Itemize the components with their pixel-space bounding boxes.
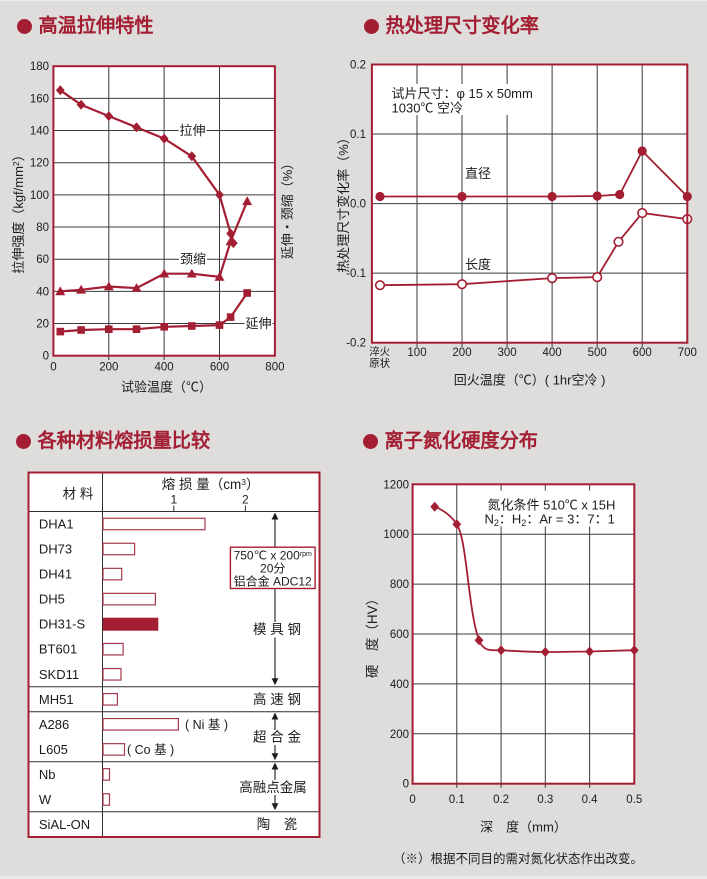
svg-text:400: 400 (390, 679, 409, 691)
svg-text:60: 60 (36, 254, 49, 266)
svg-text:200: 200 (390, 729, 409, 741)
svg-text:40: 40 (36, 286, 49, 298)
svg-text:长度: 长度 (465, 257, 491, 272)
svg-text:深 度（mm）: 深 度（mm） (480, 820, 567, 835)
svg-text:-0.2: -0.2 (346, 338, 366, 350)
svg-text:0: 0 (409, 794, 415, 806)
svg-text:A286: A286 (39, 717, 69, 732)
svg-text:高 速 钢: 高 速 钢 (253, 691, 301, 707)
svg-text:N2：H2：Ar = 3：7：1: N2：H2：Ar = 3：7：1 (485, 512, 615, 529)
svg-text:铝合金 ADC12: 铝合金 ADC12 (234, 574, 312, 589)
svg-text:0.1: 0.1 (350, 129, 366, 141)
svg-text:DH5: DH5 (39, 592, 65, 607)
svg-text:20: 20 (36, 319, 49, 331)
svg-text:0.2: 0.2 (350, 60, 366, 72)
svg-text:颈缩: 颈缩 (180, 252, 206, 267)
svg-text:0: 0 (403, 779, 409, 791)
svg-text:试片尺寸：φ 15 x 50mm: 试片尺寸：φ 15 x 50mm (392, 86, 533, 101)
svg-text:W: W (39, 792, 52, 807)
svg-text:800: 800 (390, 579, 409, 591)
svg-text:140: 140 (30, 126, 49, 138)
svg-text:200: 200 (99, 362, 118, 374)
svg-text:硬 度（HV）: 硬 度（HV） (365, 592, 380, 678)
svg-text:回火温度（℃）( 1hr空冷 ): 回火温度（℃）( 1hr空冷 ) (454, 373, 606, 388)
svg-text:400: 400 (155, 362, 174, 374)
svg-text:400: 400 (543, 347, 562, 359)
svg-text:( Co 基 ): ( Co 基 ) (127, 743, 174, 757)
svg-text:300: 300 (498, 347, 517, 359)
svg-text:20分: 20分 (260, 562, 285, 576)
svg-text:延伸・颈缩（%）: 延伸・颈缩（%） (280, 157, 295, 260)
svg-text:DH73: DH73 (39, 542, 72, 557)
svg-text:直径: 直径 (465, 166, 491, 181)
svg-text:100: 100 (407, 347, 426, 359)
svg-text:80: 80 (36, 222, 49, 234)
svg-text:100: 100 (30, 190, 49, 202)
svg-text:DH31-S: DH31-S (39, 617, 86, 632)
svg-text:( Ni 基 ): ( Ni 基 ) (185, 718, 228, 732)
svg-text:160: 160 (30, 93, 49, 105)
svg-text:0.4: 0.4 (582, 794, 599, 806)
svg-text:陶 瓷: 陶 瓷 (257, 817, 298, 832)
svg-text:500: 500 (588, 347, 607, 359)
svg-text:（※）根据不同目的需对氮化状态作出改变。: （※）根据不同目的需对氮化状态作出改变。 (393, 851, 643, 866)
svg-text:0: 0 (50, 362, 56, 374)
svg-text:DHA1: DHA1 (39, 517, 74, 532)
svg-text:0: 0 (43, 351, 49, 363)
svg-text:700: 700 (678, 347, 697, 359)
svg-text:材 料: 材 料 (63, 487, 94, 502)
svg-text:拉伸: 拉伸 (179, 123, 205, 138)
svg-text:180: 180 (30, 61, 49, 73)
svg-text:1000: 1000 (383, 529, 409, 541)
svg-text:MH51: MH51 (39, 692, 74, 707)
svg-text:SiAL-ON: SiAL-ON (39, 817, 90, 832)
svg-text:0.2: 0.2 (493, 794, 509, 806)
svg-text:L605: L605 (39, 742, 68, 757)
svg-text:熔 损 量（cm3）: 熔 损 量（cm3） (162, 477, 260, 492)
svg-text:600: 600 (390, 629, 409, 641)
svg-text:0.1: 0.1 (449, 794, 465, 806)
svg-text:模 具 钢: 模 具 钢 (253, 622, 301, 637)
svg-text:SKD11: SKD11 (39, 667, 79, 682)
svg-text:高融点金属: 高融点金属 (239, 779, 307, 795)
svg-text:淬火: 淬火 (369, 345, 390, 358)
svg-text:BT601: BT601 (39, 642, 77, 657)
svg-text:750℃ x 200rpm: 750℃ x 200rpm (234, 549, 312, 563)
svg-text:600: 600 (633, 347, 652, 359)
svg-text:原状: 原状 (369, 357, 390, 370)
svg-text:DH41: DH41 (39, 567, 72, 582)
svg-text:热处理尺寸变化率（%）: 热处理尺寸变化率（%） (336, 131, 351, 273)
svg-text:800: 800 (265, 362, 284, 374)
svg-text:拉伸强度（kgf/mm2）: 拉伸强度（kgf/mm2） (11, 148, 26, 273)
svg-text:延伸: 延伸 (245, 316, 271, 331)
svg-text:120: 120 (30, 158, 49, 170)
svg-text:Nb: Nb (39, 767, 56, 782)
svg-text:0.0: 0.0 (350, 199, 366, 211)
svg-text:1200: 1200 (383, 479, 409, 491)
svg-text:0.5: 0.5 (626, 794, 642, 806)
svg-text:1030℃ 空冷: 1030℃ 空冷 (392, 101, 464, 116)
svg-text:氮化条件 510℃ x 15H: 氮化条件 510℃ x 15H (488, 498, 616, 513)
svg-text:1: 1 (170, 493, 177, 507)
svg-text:-0.1: -0.1 (346, 268, 366, 280)
svg-text:0.3: 0.3 (537, 794, 553, 806)
svg-text:试验温度（℃）: 试验温度（℃） (121, 380, 212, 395)
svg-text:2: 2 (242, 493, 249, 507)
svg-text:超 合 金: 超 合 金 (253, 730, 302, 745)
svg-text:200: 200 (452, 347, 471, 359)
svg-text:600: 600 (210, 362, 229, 374)
